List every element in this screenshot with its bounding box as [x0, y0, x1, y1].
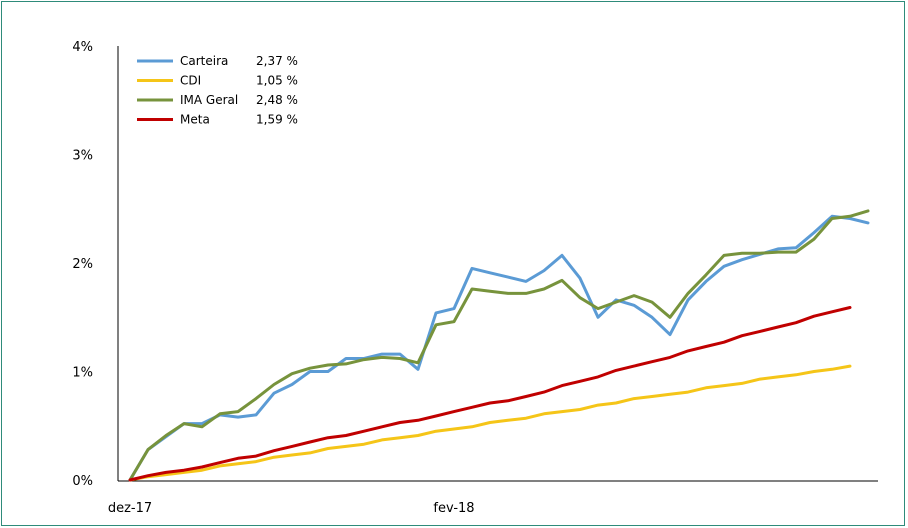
series-line-carteira [128, 214, 870, 482]
x-tick-labels: dez-17 fev-18 [108, 501, 475, 516]
x-tick-label: dez-17 [108, 501, 152, 516]
axes [117, 46, 878, 482]
legend-series-name: Meta [180, 113, 210, 127]
y-tick-label: 3% [72, 149, 93, 164]
legend-item: Carteira 2,37 % [137, 54, 298, 68]
legend-series-name: IMA Geral [180, 93, 238, 107]
series-line-cdi [128, 364, 852, 482]
y-tick-label: 0% [72, 474, 93, 489]
series-line-meta [128, 306, 852, 482]
legend-series-name: Carteira [180, 54, 228, 68]
legend-item: CDI 1,05 % [137, 74, 298, 88]
y-tick-labels: 0% 1% 2% 3% 4% [72, 40, 93, 489]
y-tick-label: 2% [72, 257, 93, 272]
legend-series-name: CDI [180, 74, 201, 88]
legend-item: Meta 1,59 % [137, 113, 298, 127]
legend-series-value: 2,37 % [256, 54, 298, 68]
legend-series-value: 1,05 % [256, 74, 298, 88]
y-tick-label: 1% [72, 366, 93, 381]
legend-series-value: 2,48 % [256, 93, 298, 107]
legend-item: IMA Geral 2,48 % [137, 93, 298, 107]
y-tick-label: 4% [72, 40, 93, 55]
series-lines [128, 209, 870, 482]
series-line-ima-geral [128, 209, 870, 482]
legend-series-value: 1,59 % [256, 113, 298, 127]
legend: Carteira 2,37 % CDI 1,05 % IMA Geral 2,48 % Me… [137, 54, 298, 127]
x-tick-label: fev-18 [433, 501, 474, 516]
